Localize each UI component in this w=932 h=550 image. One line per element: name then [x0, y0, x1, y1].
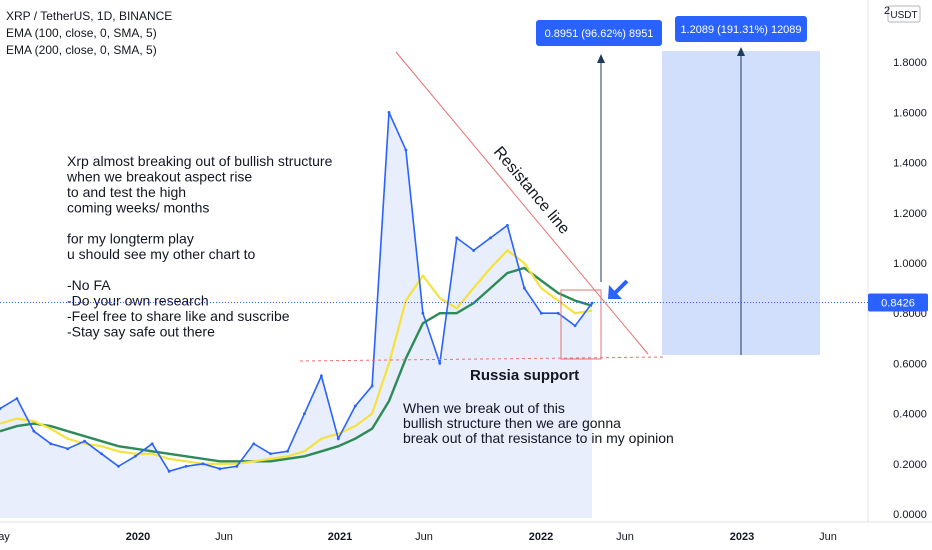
price-point[interactable] [404, 148, 408, 152]
price-tick-label: 0.6000 [893, 358, 927, 370]
price-tick-label: 1.4000 [893, 158, 927, 170]
price-point[interactable] [387, 111, 391, 114]
price-point[interactable] [370, 384, 374, 388]
resistance-line[interactable] [395, 51, 649, 355]
price-point[interactable] [235, 464, 239, 468]
note-line: When we break out of this [403, 400, 565, 416]
price-point[interactable] [0, 407, 2, 410]
price-point[interactable] [421, 311, 425, 315]
price-point[interactable] [556, 311, 560, 315]
price-point[interactable] [167, 469, 171, 473]
price-point[interactable] [15, 397, 19, 400]
time-axis[interactable] [0, 522, 932, 550]
price-point[interactable] [133, 454, 137, 458]
price-point[interactable] [184, 464, 188, 468]
price-point[interactable] [150, 442, 154, 446]
current-price-tag [868, 293, 928, 312]
note-line: bullish structure then we are gonna [403, 415, 621, 431]
price-point[interactable] [66, 447, 70, 451]
time-tick-label: Jun [415, 531, 433, 543]
price-point[interactable] [336, 437, 340, 441]
time-tick-label: Jun [215, 531, 233, 543]
note-line: coming weeks/ months [67, 200, 209, 216]
breakout-box[interactable] [560, 289, 602, 360]
note-line: -No FA [67, 277, 111, 293]
price-area-fill [0, 112, 592, 519]
measure-arrow-small-head [597, 54, 605, 63]
price-tick-label: 1.6000 [893, 107, 927, 119]
measure-label-large-bg [675, 16, 807, 42]
note-line: when we breakout aspect rise [66, 169, 252, 185]
note-line: -Stay say safe out there [67, 324, 215, 340]
time-tick-label: Jun [819, 531, 837, 543]
price-axis[interactable] [868, 0, 932, 522]
price-point[interactable] [117, 464, 120, 468]
main-note: Xrp almost breaking out of bullish struc… [66, 153, 333, 340]
price-point[interactable] [539, 311, 543, 315]
ema200-line [0, 266, 593, 463]
note-line: -Do your own research [67, 293, 209, 309]
price-point[interactable] [100, 452, 103, 456]
note-line: to and test the high [67, 184, 186, 200]
time-tick-label: Jun [616, 531, 634, 543]
price-point[interactable] [201, 462, 205, 466]
price-point[interactable] [269, 452, 273, 456]
price-tick-label: 0.0000 [893, 509, 927, 521]
time-tick-label: ay [0, 531, 10, 543]
support-line[interactable] [299, 356, 665, 362]
currency-badge[interactable] [887, 5, 921, 23]
price-point[interactable] [489, 236, 492, 240]
price-point[interactable] [252, 442, 256, 446]
measure-label-small-bg [536, 20, 662, 46]
note-line: break out of that resistance to in my op… [403, 430, 674, 446]
price-point[interactable] [49, 442, 53, 446]
price-axis-ticks: 1.80001.60001.40001.20001.00000.80000.60… [893, 57, 927, 521]
current-price-value: 0.8426 [881, 298, 915, 310]
price-point[interactable] [506, 223, 509, 227]
price-tick-label: 0.2000 [893, 459, 927, 471]
price-line[interactable] [0, 112, 593, 473]
pointer-arrow-icon [608, 279, 629, 299]
note-line: for my longterm play [67, 231, 194, 247]
currency-label: USDT [890, 10, 917, 21]
price-point[interactable] [472, 249, 475, 252]
measure-label-small: 0.8951 (96.62%) 8951 [545, 28, 654, 40]
time-tick-label: 2020 [126, 531, 150, 543]
top-glyph: 2 [884, 5, 890, 17]
ema100-legend[interactable]: EMA (100, close, 0, SMA, 5) [6, 26, 157, 40]
note-line: Xrp almost breaking out of bullish struc… [67, 153, 333, 169]
measure-label-large: 1.2089 (191.31%) 12089 [680, 24, 801, 36]
price-point[interactable] [83, 439, 86, 443]
time-tick-label: 2022 [529, 531, 553, 543]
price-point[interactable] [303, 412, 306, 415]
price-tick-label: 1.2000 [893, 208, 927, 220]
price-point[interactable] [319, 374, 323, 378]
measure-arrow-large-head [737, 47, 745, 56]
price-point[interactable] [455, 236, 459, 240]
price-tick-label: 1.8000 [893, 57, 927, 69]
ema200-legend[interactable]: EMA (200, close, 0, SMA, 5) [6, 43, 157, 57]
price-point[interactable] [353, 404, 357, 408]
price-point[interactable] [573, 324, 577, 328]
price-tick-label: 1.0000 [893, 258, 927, 270]
price-point[interactable] [218, 467, 222, 471]
note-line: -Feel free to share like and suscribe [67, 308, 290, 324]
note-line: u should see my other chart to [67, 246, 256, 262]
ema100-line [0, 248, 593, 465]
price-point[interactable] [438, 362, 442, 365]
price-point[interactable] [286, 449, 289, 453]
support-label: Russia support [470, 367, 579, 384]
symbol-line[interactable]: XRP / TetherUS, 1D, BINANCE [6, 9, 173, 23]
price-point[interactable] [522, 286, 526, 290]
time-tick-label: 2021 [328, 531, 352, 543]
price-point[interactable] [32, 429, 36, 433]
time-tick-label: 2023 [730, 531, 754, 543]
time-axis-ticks: ay 2020 Jun 2021 Jun 2022 Jun 2023 Jun [0, 531, 837, 543]
price-tick-label: 0.4000 [893, 409, 927, 421]
